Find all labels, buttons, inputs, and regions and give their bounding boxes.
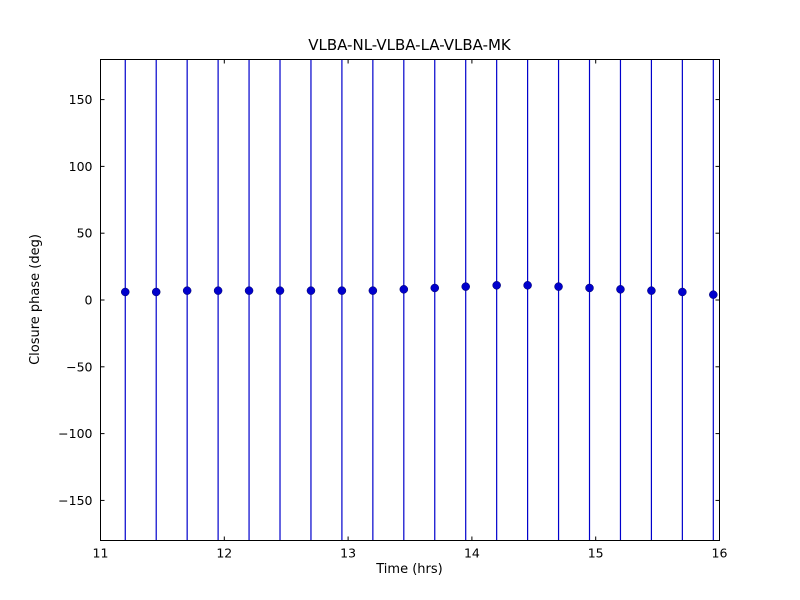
data-point [616,285,625,294]
chart-title: VLBA-NL-VLBA-LA-VLBA-MK [308,36,512,54]
x-tick-label: 14 [464,546,480,561]
data-point [585,283,594,293]
data-point [647,286,656,295]
y-tick-label: −100 [58,426,92,441]
data-point [182,286,192,295]
data-point [492,281,501,290]
plot-area: 11 12 13 14 15 16 −150 −100 −50 0 50 100 150 [58,59,728,561]
y-tick-label: −50 [66,359,92,374]
data-point [121,287,130,297]
y-tick-label: 100 [69,159,93,174]
data-point [399,285,409,294]
data-point [430,283,440,293]
y-tick-label: 50 [77,226,93,241]
x-tick-label: 11 [93,546,109,561]
data-point [523,281,532,290]
y-axis-label: Closure phase (deg) [28,234,43,365]
data-point [151,287,161,297]
data-point [275,286,285,295]
data-point [306,286,316,295]
data-point [709,290,718,299]
y-tick-label: 0 [85,293,93,308]
x-axis-label: Time (hrs) [375,562,442,577]
x-tick-label: 13 [340,546,356,561]
data-point [461,282,470,291]
data-point [554,282,563,291]
axes-frame [100,59,720,541]
data-point [244,286,254,295]
x-tick-label: 12 [216,546,232,561]
data-point [678,287,687,297]
data-point [368,286,378,295]
x-tick-label: 15 [588,546,604,561]
y-tick-label: −150 [58,493,92,508]
x-tick-label: 16 [712,546,728,561]
data-point [213,286,223,295]
data-point [337,286,347,295]
y-tick-label: 150 [69,92,93,107]
